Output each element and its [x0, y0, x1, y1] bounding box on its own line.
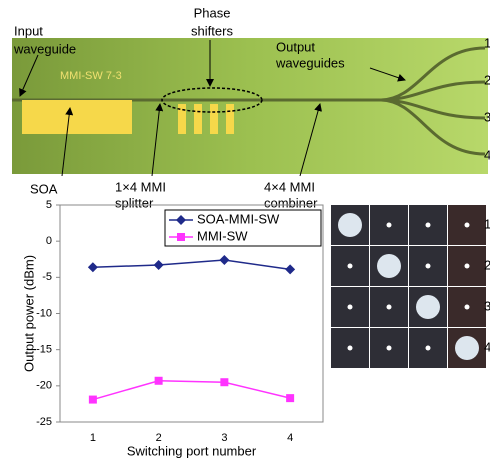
spot	[387, 305, 392, 310]
port-label: 1	[484, 216, 490, 231]
spot	[465, 264, 470, 269]
spot	[338, 213, 362, 237]
x-tick-label: 1	[90, 432, 96, 444]
phase-pad	[226, 104, 234, 134]
legend-marker	[177, 233, 185, 241]
x-tick-label: 2	[156, 432, 162, 444]
x-tick-label: 3	[221, 432, 227, 444]
x-tick-label: 4	[287, 432, 293, 444]
y-tick-label: -10	[36, 307, 52, 319]
y-tick-label: -5	[42, 271, 52, 283]
legend-label: SOA-MMI-SW	[197, 211, 280, 226]
point	[219, 255, 229, 265]
spot	[387, 223, 392, 228]
phase-label: shifters	[191, 23, 233, 38]
port-label: 1	[484, 35, 490, 50]
port-label: 2	[484, 72, 490, 87]
port-label: 2	[484, 257, 490, 272]
y-tick-label: 5	[46, 199, 52, 211]
spot	[387, 346, 392, 351]
point	[88, 262, 98, 272]
spot	[426, 346, 431, 351]
y-tick-label: -15	[36, 344, 52, 356]
spot	[426, 223, 431, 228]
spot	[377, 254, 401, 278]
spot	[348, 305, 353, 310]
y-axis-label: Output power (dBm)	[21, 255, 36, 372]
spot	[426, 264, 431, 269]
phase-pad	[194, 104, 202, 134]
point	[154, 260, 164, 270]
port-label: 4	[484, 147, 490, 162]
series-line	[93, 381, 290, 400]
point	[285, 264, 295, 274]
x-axis-label: Switching port number	[127, 443, 257, 458]
input-label: Input	[14, 23, 43, 38]
port-label: 3	[484, 109, 490, 124]
spot	[348, 346, 353, 351]
splitter-label: splitter	[115, 195, 154, 210]
series-line	[93, 260, 290, 269]
input-label: waveguide	[13, 41, 76, 56]
phase-label: Phase	[194, 5, 231, 20]
spot-grid: 1 2 3 4	[331, 205, 490, 368]
port-label: 4	[484, 339, 490, 354]
splitter-label: 1×4 MMI	[115, 179, 166, 194]
combiner-label: combiner	[264, 195, 318, 210]
spot	[455, 336, 479, 360]
figure: MMI-SW 7-3 Input waveguide Phase shifter…	[0, 0, 490, 460]
chip-label: MMI-SW 7-3	[60, 70, 122, 82]
output-label: Output	[276, 39, 315, 54]
legend-label: MMI-SW	[197, 228, 248, 243]
chip-photo: MMI-SW 7-3 Input waveguide Phase shifter…	[12, 5, 490, 210]
y-tick-label: 0	[46, 235, 52, 247]
point	[155, 377, 163, 385]
point	[286, 394, 294, 402]
y-tick-label: -25	[36, 416, 52, 428]
soa-label: SOA	[30, 181, 58, 196]
point	[89, 396, 97, 404]
output-label: waveguides	[275, 55, 345, 70]
port-label: 3	[484, 298, 490, 313]
combiner-label: 4×4 MMI	[264, 179, 315, 194]
soa-pad	[22, 100, 132, 134]
phase-pad	[210, 104, 218, 134]
spot	[348, 264, 353, 269]
spot	[465, 223, 470, 228]
spot	[465, 305, 470, 310]
spot	[416, 295, 440, 319]
chart: -25 -20 -15 -10 -5 0 5 1 2 3 4 Switching port numbe…	[21, 199, 323, 459]
point	[220, 378, 228, 386]
y-tick-label: -20	[36, 380, 52, 392]
